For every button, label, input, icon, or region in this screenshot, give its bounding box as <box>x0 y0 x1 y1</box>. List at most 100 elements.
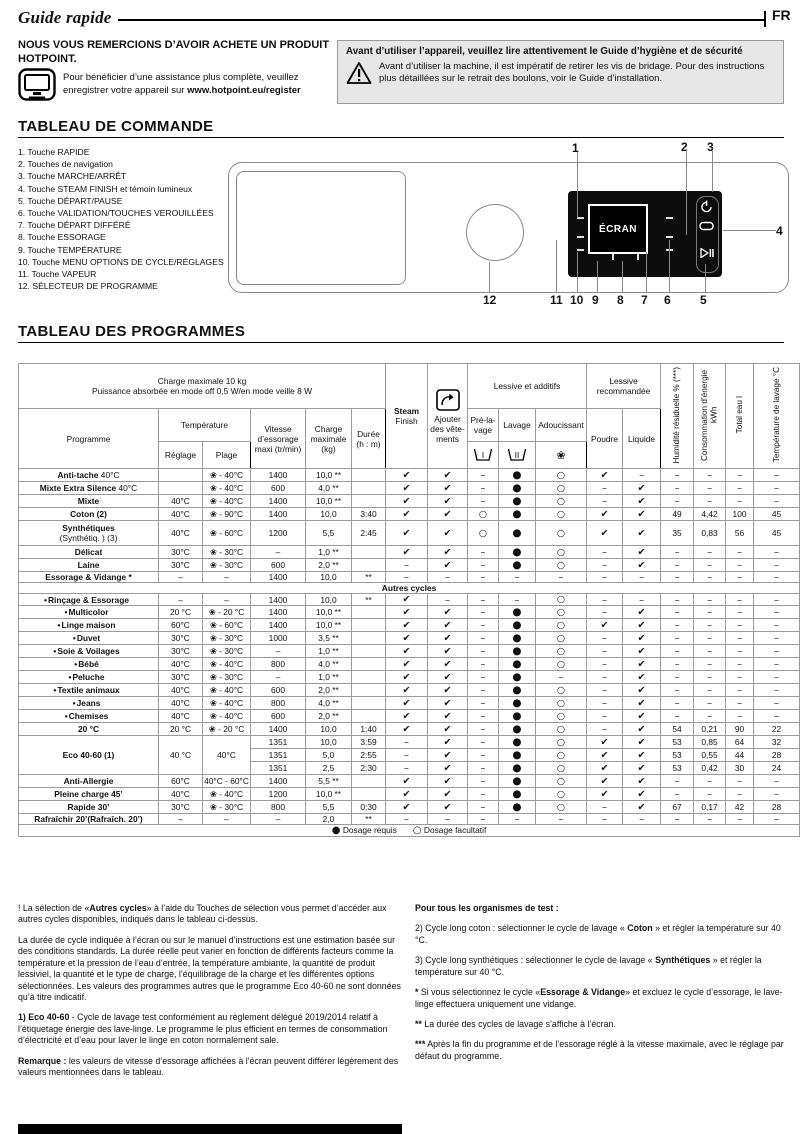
symbol-cell: – <box>586 683 624 697</box>
stat-value: – <box>660 683 695 697</box>
max-load-value: 5,5 <box>305 800 352 814</box>
duration-value: ** <box>350 593 387 606</box>
symbol-cell: – <box>385 748 429 762</box>
symbol-cell: ● <box>498 709 537 723</box>
symbol-cell: ✔ <box>427 618 469 632</box>
register-block: Pour bénéficier d’une assistance plus co… <box>18 68 336 104</box>
symbol-cell: ✔ <box>385 696 429 710</box>
temperature-range: ❀ - 20 °C <box>202 605 251 619</box>
symbol-cell: ✔ <box>622 520 662 546</box>
table-row: • Duvet 30°C ❀ - 30°C 1000 3,5 ** ✔ ✔ – ● ○ – ✔ – – – – <box>18 631 801 645</box>
header-info: Charge maximale 10 kg Puissance absorbée … <box>17 363 387 409</box>
touch-button-mark <box>666 236 673 238</box>
max-load-value: 10,0 ** <box>305 605 352 619</box>
start-pause-icon <box>700 247 714 259</box>
symbol-cell: – <box>586 593 624 606</box>
col-header-softener: Adoucis­sant <box>535 408 588 442</box>
note-paragraph: ** La durée des cycles de lavage s’affic… <box>415 1018 616 1029</box>
page-title: Guide rapide <box>18 8 112 27</box>
stat-value: – <box>660 696 695 710</box>
stat-value: 44 <box>725 748 755 762</box>
temperature-setting: 30°C <box>158 800 203 814</box>
spin-speed-value: 1351 <box>250 761 306 775</box>
stat-value: 0,83 <box>693 520 727 546</box>
symbol-cell: – <box>427 813 469 825</box>
symbol-cell: ✔ <box>385 468 429 482</box>
symbol-cell: – <box>586 481 624 495</box>
control-key-item: 5. Touche DÉPART/PAUSE <box>18 195 123 206</box>
stat-value: – <box>725 644 755 658</box>
temperature-setting: 30°C <box>158 631 203 645</box>
program-name: • Multicolor <box>18 605 159 619</box>
stat-value: – <box>753 468 801 482</box>
symbol-cell: ○ <box>535 709 588 723</box>
temperature-setting: – <box>158 813 203 825</box>
drum-icon <box>699 221 714 231</box>
symbol-cell: ✔ <box>586 735 624 749</box>
touch-button-mark <box>577 236 584 238</box>
col-header-temperature: Température <box>158 408 251 442</box>
temperature-setting: – <box>158 593 203 606</box>
notes-left: ! La sélection de «Autres cycles» à l’ai… <box>18 903 406 1087</box>
stat-value: 45 <box>753 520 801 546</box>
temperature-range: – <box>202 593 251 606</box>
symbol-cell: ○ <box>535 481 588 495</box>
softener-flower-icon: ❀ <box>535 441 588 469</box>
stat-value: – <box>660 670 695 684</box>
max-load-value: 2,0 ** <box>305 709 352 723</box>
stat-value: 28 <box>753 800 801 814</box>
col-header-setting: Réglage <box>158 441 203 469</box>
temperature-range: ❀ - 40°C <box>202 468 251 482</box>
stat-value: – <box>725 657 755 671</box>
col-header-energy: Consommation d’énergie kWh <box>693 363 727 469</box>
max-load-value: 1,0 ** <box>305 670 352 684</box>
symbol-cell: ✔ <box>427 696 469 710</box>
col-header-prewash: Pré-la­vage <box>467 408 500 442</box>
wash-tub-icon: II <box>498 441 537 469</box>
symbol-cell: – <box>467 558 500 572</box>
temperature-setting: 20 °C <box>158 605 203 619</box>
temperature-range: – <box>202 813 251 825</box>
stat-value: – <box>753 618 801 632</box>
stat-value: – <box>660 657 695 671</box>
temperature-setting: 40°C <box>158 657 203 671</box>
program-name: Anti-tache 40°C <box>18 468 159 482</box>
symbol-cell: – <box>498 813 537 825</box>
symbol-cell: ○ <box>535 722 588 736</box>
callout-leader-line <box>723 230 776 231</box>
program-name: Mixte Extra Silence 40°C <box>18 481 159 495</box>
symbol-cell: ● <box>498 545 537 559</box>
symbol-cell: – <box>467 787 500 801</box>
stat-value: – <box>725 494 755 508</box>
symbol-cell: – <box>385 813 429 825</box>
warning-triangle-icon <box>346 62 372 84</box>
symbol-cell: – <box>586 545 624 559</box>
stat-value: – <box>660 618 695 632</box>
duration-value: 1:40 <box>350 722 387 736</box>
stat-value: – <box>693 593 727 606</box>
max-load-value: 5,5 <box>305 520 352 546</box>
temperature-range: ❀ - 40°C <box>202 683 251 697</box>
max-load-value: 10,0 ** <box>305 787 352 801</box>
symbol-cell: ● <box>498 520 537 546</box>
callout-2: 2 <box>681 140 688 154</box>
symbol-cell: ✔ <box>385 800 429 814</box>
footer-print-bar <box>18 1124 402 1134</box>
symbol-cell: ✔ <box>586 748 624 762</box>
section-title-control-panel: TABLEAU DE COMMANDE <box>18 118 214 135</box>
symbol-cell: – <box>498 593 537 606</box>
stat-value: – <box>725 593 755 606</box>
symbol-cell: ○ <box>535 593 588 606</box>
symbol-cell: – <box>622 468 662 482</box>
symbol-cell: ✔ <box>622 481 662 495</box>
symbol-cell: – <box>427 593 469 606</box>
stat-value: – <box>660 481 695 495</box>
stat-value: 4,42 <box>693 507 727 521</box>
stat-value: – <box>753 558 801 572</box>
temperature-setting: 40 °C <box>158 735 203 775</box>
control-key-item: 7. Touche DÉPART DIFFÉRÉ <box>18 220 131 231</box>
stat-value: – <box>753 709 801 723</box>
symbol-cell: ✔ <box>622 644 662 658</box>
duration-value: 2:55 <box>350 748 387 762</box>
table-row: Eco 40-60 (1) 40 °C 40°C 1351 10,0 3:59– ✔ – ● ○ ✔… <box>18 735 801 775</box>
